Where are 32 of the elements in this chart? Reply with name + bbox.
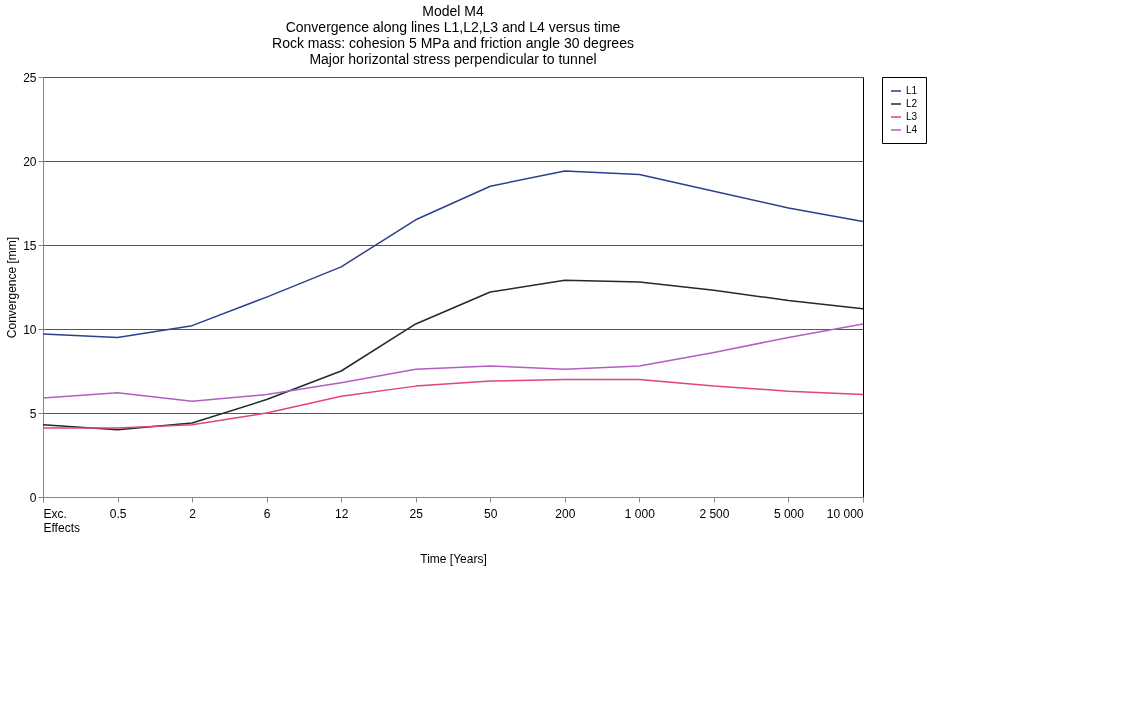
legend-label: L3 xyxy=(906,111,918,122)
x-tick-label: 1 000 xyxy=(624,506,656,521)
x-axis-title: Time [Years] xyxy=(420,551,487,566)
text: Model M4 xyxy=(422,3,484,19)
x-tick-label: 200 xyxy=(555,506,576,521)
y-tick-label: 15 xyxy=(23,238,37,253)
line-series xyxy=(42,323,864,402)
y-tick-label: 25 xyxy=(23,70,37,85)
y-tick-label: 5 xyxy=(29,406,37,421)
x-tick-label: 25 xyxy=(409,506,424,521)
x-tick-label: 0.5 xyxy=(109,506,127,521)
x-tick-label: 50 xyxy=(484,506,498,521)
line-series xyxy=(42,170,864,339)
line-series xyxy=(42,279,864,431)
legend-label: L4 xyxy=(906,124,918,135)
text: Rock mass: cohesion 5 MPa and friction angle 30 degrees xyxy=(272,35,634,51)
y-axis-title: Convergence [mm] xyxy=(5,236,20,339)
y-tick-label: 10 xyxy=(23,322,37,337)
x-tick-label: 12 xyxy=(335,506,349,521)
x-tick-label: 2 xyxy=(189,506,197,521)
x-tick-label: Exc. Effects xyxy=(43,506,80,535)
x-tick-label: 2 500 xyxy=(699,506,730,521)
y-tick-label: 0 xyxy=(29,490,37,505)
line-series xyxy=(42,378,864,429)
x-tick-label: 6 xyxy=(263,506,271,521)
legend-label: L1 xyxy=(906,85,918,96)
x-tick-label: 10 000 xyxy=(826,506,864,521)
text: Convergence along lines L1,L2,L3 and L4 versus time xyxy=(285,19,621,35)
y-tick-label: 20 xyxy=(23,154,37,169)
x-tick-label: 5 000 xyxy=(773,506,805,521)
text: Major horizontal stress perpendicular to tunnel xyxy=(309,51,597,67)
legend-label: L2 xyxy=(906,98,918,109)
